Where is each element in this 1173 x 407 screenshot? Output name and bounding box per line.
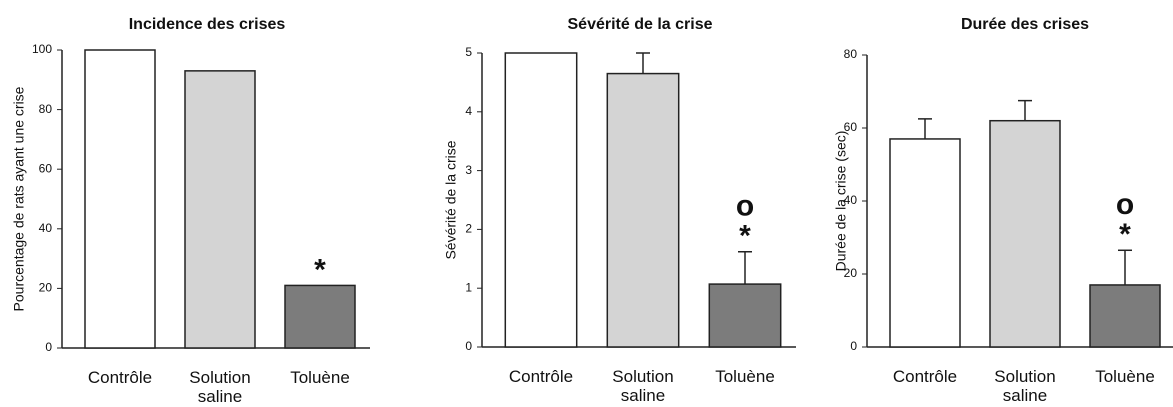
bar [708,283,782,348]
y-tick-label: 0 [465,339,472,353]
x-tick-label: Contrôle [87,368,153,387]
y-tick-label: 2 [465,222,472,236]
x-tick-label: Toluène [715,367,775,386]
y-tick-label: 5 [465,45,472,59]
y-tick-label: 80 [39,102,53,116]
x-tick-label: Solution saline [612,367,674,405]
y-axis-label: Sévérité de la crise [443,140,459,259]
y-tick-label: 80 [844,47,858,61]
y-tick-label: 60 [39,161,53,175]
y-tick-label: 3 [465,163,472,177]
x-tick-label: Toluène [290,368,350,387]
y-tick-label: 60 [844,120,858,134]
bar [606,72,680,348]
annotation: * [314,253,326,286]
bar [989,119,1061,348]
y-tick-label: 20 [844,266,858,280]
annotation: * [1119,218,1131,251]
y-axis-label: Durée de la crise (sec) [833,131,849,272]
y-tick-label: 4 [465,104,472,118]
y-tick-label: 100 [32,42,52,56]
y-tick-label: 0 [45,340,52,354]
bar [84,49,156,349]
x-tick-label: Solution saline [189,368,251,406]
annotation: * [739,220,751,253]
y-tick-label: 20 [39,281,53,295]
bar [284,284,356,349]
annotation: o [736,190,754,223]
bar [1089,284,1161,348]
y-tick-label: 40 [39,221,53,235]
y-tick-label: 40 [844,193,858,207]
bar [889,138,961,348]
x-tick-label: Toluène [1095,367,1155,386]
bar [504,52,578,348]
y-tick-label: 0 [850,339,857,353]
x-tick-label: Contrôle [508,367,574,386]
x-tick-label: Solution saline [994,367,1056,405]
y-tick-label: 1 [465,280,472,294]
chart-title: Incidence des crises [129,16,286,33]
bar [184,70,256,349]
chart-title: Sévérité de la crise [568,16,713,33]
annotation: o [1116,188,1134,221]
y-axis-label: Pourcentage de rats ayant une crise [11,86,27,311]
x-tick-label: Contrôle [892,367,958,386]
chart-title: Durée des crises [961,16,1089,33]
